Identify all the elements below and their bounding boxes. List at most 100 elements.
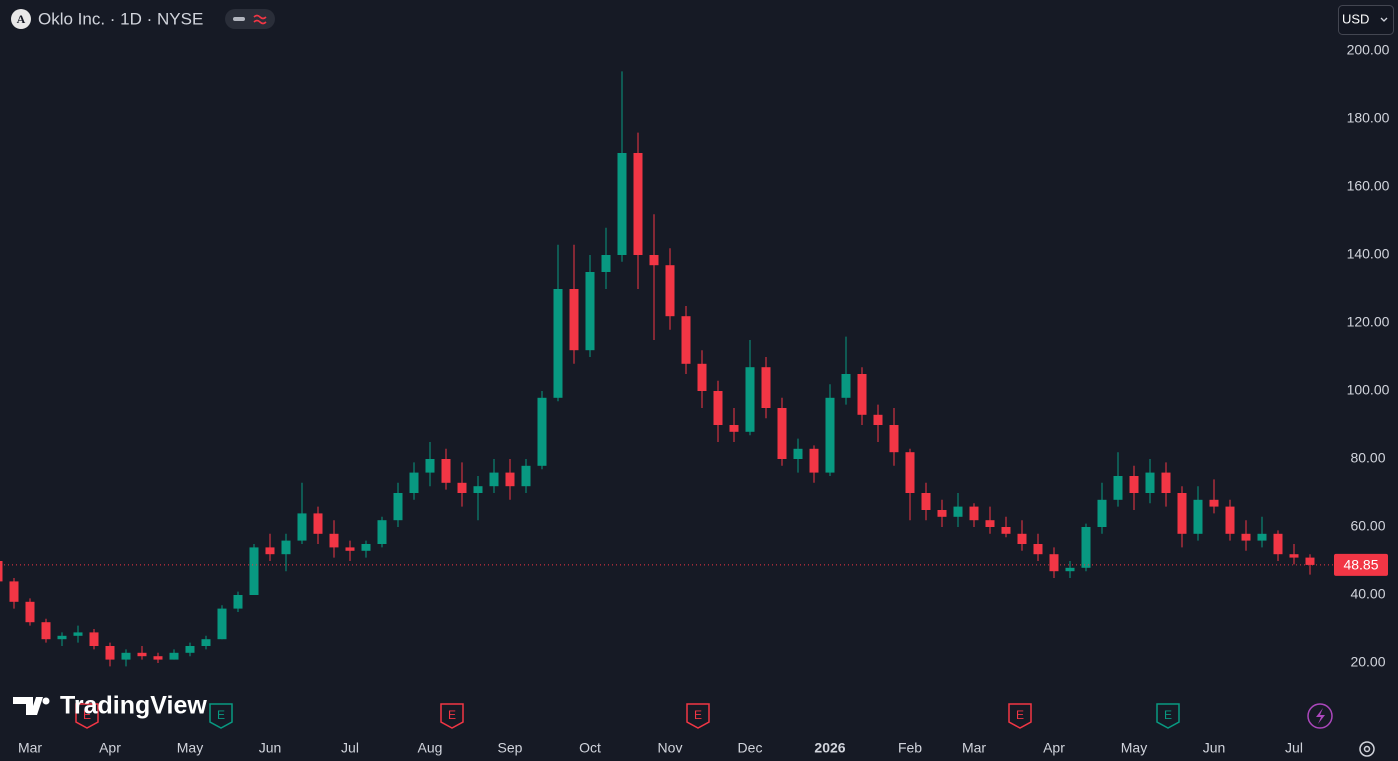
candle-body	[633, 153, 643, 255]
y-tick-label: 200.00	[1347, 42, 1390, 58]
candle-body	[585, 272, 595, 351]
x-tick-label: Sep	[498, 740, 523, 756]
candle-body	[1033, 544, 1043, 555]
candle-body	[713, 391, 723, 425]
candle-body	[1209, 499, 1219, 507]
candle-body	[505, 472, 515, 487]
candle-body	[1129, 476, 1139, 493]
candle-body	[329, 533, 339, 548]
event-label: E	[1016, 708, 1024, 722]
y-tick-label: 20.00	[1350, 654, 1385, 670]
candle-body	[345, 547, 355, 551]
symbol-title[interactable]: Oklo Inc. · 1D · NYSE	[38, 9, 203, 28]
candle-body	[441, 459, 451, 483]
candle-body	[681, 316, 691, 364]
candle-body	[409, 472, 419, 493]
event-marker[interactable]	[209, 703, 233, 729]
candle-body	[1097, 499, 1107, 527]
candle-body	[1225, 506, 1235, 534]
candle-body	[137, 652, 147, 657]
candle-body	[425, 459, 435, 473]
candle-body	[953, 506, 963, 517]
candle-body	[217, 608, 227, 640]
event-label: E	[448, 708, 456, 722]
candle-body	[665, 265, 675, 317]
x-tick-label: Jun	[259, 740, 282, 756]
candle-body	[1177, 493, 1187, 534]
event-marker[interactable]	[686, 703, 710, 729]
watermark-logo	[42, 697, 50, 705]
x-tick-label: Oct	[579, 740, 601, 756]
candle-body	[0, 561, 3, 582]
candle-body	[889, 425, 899, 453]
event-marker[interactable]	[1156, 703, 1180, 729]
candle-body	[73, 632, 83, 636]
y-tick-label: 180.00	[1347, 110, 1390, 126]
candle-body	[1049, 554, 1059, 572]
candle-body	[201, 639, 211, 646]
event-icon	[1316, 708, 1325, 724]
candle-body	[905, 452, 915, 493]
event-label: E	[83, 708, 91, 722]
candle-body	[985, 520, 995, 527]
candle-body	[777, 408, 787, 459]
y-tick-label: 140.00	[1347, 246, 1390, 262]
candle-body	[937, 510, 947, 517]
candle-body	[169, 652, 179, 660]
candle-body	[601, 255, 611, 272]
price-label-box	[1334, 553, 1388, 576]
event-marker[interactable]	[75, 703, 99, 729]
watermark-logo	[13, 697, 43, 715]
candle-body	[297, 513, 307, 541]
event-label: E	[694, 708, 702, 722]
event-marker[interactable]	[1307, 703, 1333, 729]
y-tick-label: 60.00	[1350, 518, 1385, 534]
candle-body	[361, 544, 371, 551]
currency-button[interactable]	[1338, 5, 1394, 35]
candle-body	[473, 486, 483, 493]
candle-body	[729, 425, 739, 432]
x-tick-label: Mar	[18, 740, 42, 756]
candle-body	[281, 540, 291, 555]
x-tick-label: Jul	[1285, 740, 1303, 756]
candle-body	[697, 363, 707, 391]
candle-body	[185, 646, 195, 653]
candle-body	[1065, 567, 1075, 572]
candle-body	[57, 635, 67, 640]
candle-body	[1001, 527, 1011, 534]
x-tick-label: Dec	[738, 740, 763, 756]
candle-body	[553, 289, 563, 398]
event-label: E	[217, 708, 225, 722]
dropdown-icon	[1380, 17, 1388, 22]
candle-body	[121, 652, 131, 660]
candle-body	[9, 581, 19, 602]
status-icon	[233, 17, 245, 21]
status-pill[interactable]	[225, 9, 275, 29]
candle-body	[89, 632, 99, 646]
candle-body	[873, 414, 883, 425]
candle-body	[969, 506, 979, 521]
currency-label: USD	[1342, 11, 1369, 26]
candle-body	[1017, 533, 1027, 544]
candle-body	[857, 374, 867, 415]
y-tick-label: 160.00	[1347, 178, 1390, 194]
x-tick-label: Jun	[1203, 740, 1226, 756]
candle-body	[1273, 533, 1283, 555]
candle-body	[841, 374, 851, 398]
event-marker[interactable]	[1008, 703, 1032, 729]
candle-body	[313, 513, 323, 534]
x-tick-label: 2026	[814, 740, 845, 756]
price-label: 48.85	[1343, 557, 1378, 573]
candle-body	[809, 448, 819, 473]
candle-body	[537, 397, 547, 466]
event-marker[interactable]	[440, 703, 464, 729]
settings-button[interactable]	[1359, 741, 1375, 757]
candle-body	[457, 482, 467, 493]
candle-body	[649, 255, 659, 266]
plot-area	[0, 71, 1335, 667]
symbol-logo	[11, 9, 31, 29]
candle-body	[393, 493, 403, 521]
candle-body	[25, 601, 35, 623]
candle-body	[105, 646, 115, 660]
